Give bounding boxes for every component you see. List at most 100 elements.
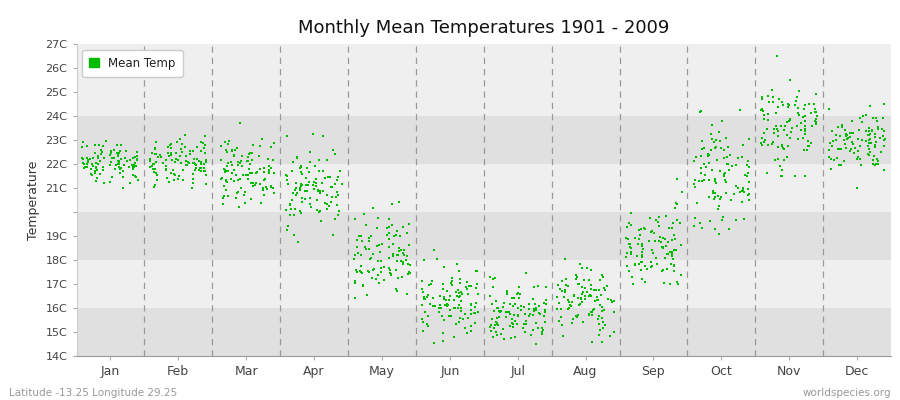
Point: [797, 147, 812, 153]
Point: [587, 287, 601, 294]
Point: [550, 294, 564, 300]
Point: [505, 316, 519, 323]
Point: [120, 157, 134, 164]
Point: [529, 307, 544, 313]
Point: [197, 145, 211, 151]
Point: [362, 234, 376, 241]
Point: [126, 164, 140, 170]
Point: [112, 161, 127, 167]
Point: [89, 174, 104, 181]
Point: [555, 288, 570, 294]
Point: [421, 291, 436, 298]
Point: [262, 163, 276, 170]
Point: [363, 256, 377, 262]
Point: [591, 296, 606, 303]
Point: [414, 316, 428, 322]
Point: [401, 221, 416, 227]
Point: [471, 309, 485, 316]
Point: [483, 328, 498, 334]
Point: [197, 142, 211, 149]
Point: [446, 334, 461, 340]
Point: [233, 176, 248, 183]
Point: [396, 224, 410, 230]
Point: [717, 169, 732, 176]
Point: [310, 180, 324, 186]
Point: [308, 163, 322, 169]
Point: [656, 244, 670, 251]
Point: [665, 251, 680, 257]
Point: [461, 315, 475, 322]
Point: [667, 262, 681, 269]
Point: [637, 226, 652, 232]
Point: [607, 329, 621, 335]
Point: [706, 189, 720, 196]
Point: [80, 164, 94, 171]
Point: [649, 255, 663, 262]
Point: [668, 235, 682, 242]
Point: [375, 241, 390, 248]
Point: [104, 152, 118, 158]
Point: [797, 102, 812, 108]
Point: [382, 244, 396, 250]
Point: [557, 256, 572, 262]
Point: [620, 236, 634, 242]
Point: [794, 126, 808, 133]
Point: [569, 276, 583, 282]
Point: [841, 135, 855, 142]
Point: [88, 164, 103, 171]
Point: [256, 185, 270, 191]
Point: [876, 133, 890, 140]
Point: [365, 251, 380, 257]
Point: [826, 138, 841, 144]
Point: [555, 333, 570, 339]
Point: [572, 260, 587, 267]
Point: [241, 154, 256, 161]
Point: [390, 288, 404, 294]
Point: [143, 158, 157, 164]
Point: [332, 207, 347, 214]
Point: [555, 322, 570, 328]
Point: [194, 160, 209, 167]
Point: [294, 163, 309, 169]
Point: [592, 326, 607, 333]
Point: [217, 166, 231, 172]
Point: [435, 312, 449, 319]
Point: [280, 173, 294, 179]
Point: [492, 308, 507, 314]
Point: [127, 164, 141, 170]
Point: [382, 255, 397, 261]
Point: [195, 140, 210, 146]
Point: [452, 302, 466, 308]
Point: [506, 321, 520, 328]
Point: [670, 278, 685, 285]
Point: [625, 274, 639, 280]
Point: [652, 214, 666, 221]
Point: [634, 259, 649, 265]
Point: [467, 320, 482, 326]
Point: [665, 225, 680, 231]
Point: [715, 217, 729, 223]
Point: [318, 200, 332, 206]
Point: [717, 173, 732, 180]
Point: [295, 181, 310, 188]
Point: [863, 149, 878, 155]
Point: [742, 196, 756, 203]
Point: [598, 284, 612, 291]
Point: [791, 110, 806, 116]
Point: [330, 212, 345, 218]
Point: [440, 303, 454, 310]
Point: [461, 290, 475, 297]
Point: [571, 294, 585, 301]
Point: [688, 158, 702, 164]
Point: [84, 170, 98, 177]
Point: [280, 176, 294, 183]
Point: [257, 177, 272, 183]
Point: [524, 332, 538, 338]
Point: [183, 151, 197, 157]
Point: [442, 296, 456, 303]
Point: [162, 153, 176, 160]
Point: [116, 174, 130, 180]
Point: [320, 205, 335, 212]
Point: [788, 102, 803, 109]
Point: [503, 323, 517, 329]
